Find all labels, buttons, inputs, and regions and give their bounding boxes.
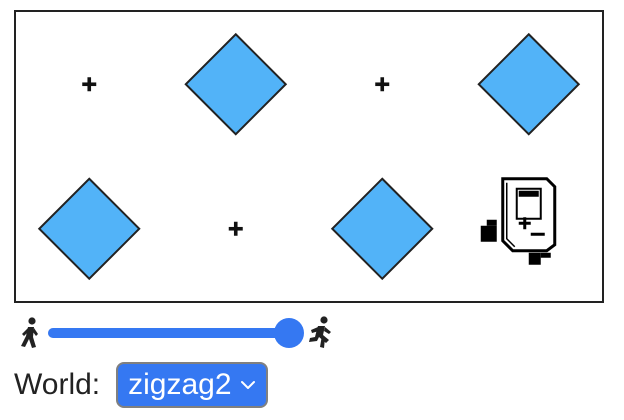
gem xyxy=(184,32,288,136)
gem xyxy=(37,177,141,281)
speed-control xyxy=(14,315,344,351)
chevron-down-icon xyxy=(240,381,255,389)
marker-plus xyxy=(82,77,97,92)
marker-plus xyxy=(375,77,390,92)
marker-plus xyxy=(228,221,243,236)
world-label: World: xyxy=(14,368,101,401)
world-select[interactable]: zigzag2 xyxy=(116,362,268,408)
world-select-value: zigzag2 xyxy=(128,368,232,401)
world-picker-row: World: zigzag2 xyxy=(14,360,268,410)
gem xyxy=(330,177,434,281)
gem xyxy=(477,32,581,136)
speed-slider-fill xyxy=(48,328,290,338)
walker-icon xyxy=(21,317,38,348)
world-canvas xyxy=(37,32,581,281)
robot-icon xyxy=(480,177,557,265)
world-grid xyxy=(14,10,604,303)
runner-icon xyxy=(309,316,331,348)
speed-slider-thumb[interactable] xyxy=(274,318,305,348)
speed-slider[interactable] xyxy=(48,318,305,348)
